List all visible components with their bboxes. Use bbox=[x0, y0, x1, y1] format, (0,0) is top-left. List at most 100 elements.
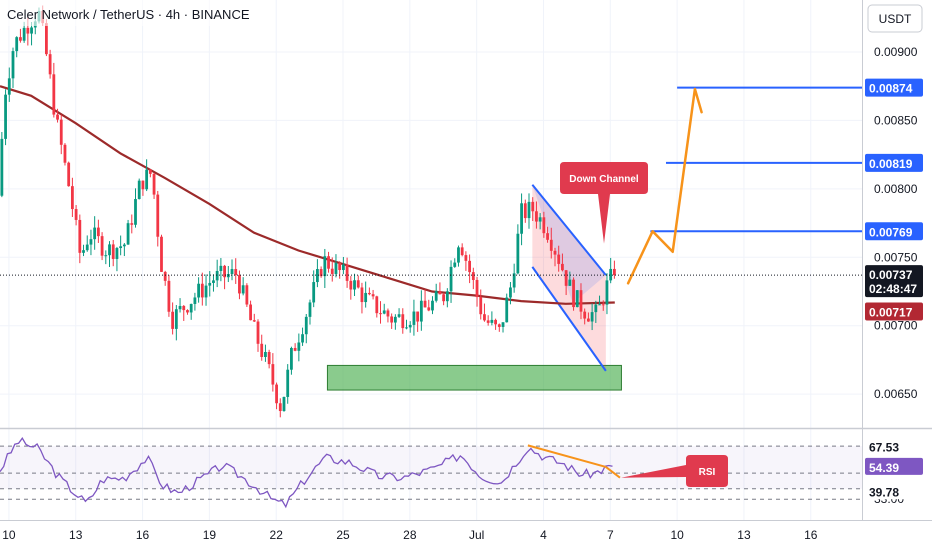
target-badge-bg bbox=[865, 78, 923, 97]
candle-body bbox=[557, 254, 561, 264]
candle-body bbox=[349, 280, 353, 290]
candle-body bbox=[82, 250, 85, 253]
candle-body bbox=[494, 319, 497, 325]
candle-body bbox=[468, 260, 472, 273]
candle-body bbox=[78, 219, 82, 253]
time-tick-label: Jul bbox=[469, 528, 484, 542]
currency-button[interactable]: USDT bbox=[867, 4, 923, 33]
candle-body bbox=[445, 291, 449, 302]
candle-body bbox=[30, 27, 33, 34]
price-tick-label: 0.00700 bbox=[874, 319, 918, 333]
candle-body bbox=[319, 269, 323, 277]
candle-body bbox=[238, 275, 241, 294]
time-tick-label: 25 bbox=[336, 528, 350, 542]
candle-body bbox=[397, 314, 401, 317]
candle-body bbox=[290, 347, 293, 370]
price-tick-label: 0.00750 bbox=[874, 250, 918, 264]
rsi-upper-badge-bg bbox=[865, 437, 923, 455]
candle-body bbox=[134, 199, 137, 225]
time-tick-label: 13 bbox=[737, 528, 751, 542]
candle-body bbox=[260, 343, 264, 357]
candle-body bbox=[85, 244, 89, 251]
time-axis[interactable]: 10 13 16 19 22 25 28 Jul 4 7 10 13 16 bbox=[0, 520, 932, 543]
candle-body bbox=[178, 305, 182, 310]
candle-body bbox=[598, 304, 601, 306]
candle-body bbox=[130, 223, 134, 225]
candle-body bbox=[367, 292, 371, 295]
candle-body bbox=[200, 283, 204, 298]
candle-body bbox=[267, 351, 271, 365]
candle-body bbox=[312, 282, 316, 303]
candle-body bbox=[579, 290, 583, 312]
candle-body bbox=[70, 186, 74, 210]
candle-body bbox=[590, 312, 594, 322]
target-badge-text: 0.00819 bbox=[869, 157, 913, 171]
candle-body bbox=[282, 396, 286, 412]
rsi-lower-badge: 39.78 bbox=[865, 482, 923, 500]
candle-body bbox=[490, 319, 494, 323]
rsi-callout: RSI bbox=[620, 455, 728, 487]
target-badge: 0.00769 bbox=[865, 222, 923, 241]
candle-body bbox=[434, 291, 438, 301]
time-tick-label: 28 bbox=[403, 528, 417, 542]
support-zone bbox=[326, 364, 622, 391]
candle-body bbox=[356, 280, 360, 288]
candle-body bbox=[89, 239, 93, 245]
candle-body bbox=[509, 287, 512, 298]
target-badge-text: 0.00769 bbox=[869, 225, 913, 239]
candle-body bbox=[219, 265, 223, 271]
candle-body bbox=[4, 94, 7, 139]
candle-body bbox=[516, 233, 520, 274]
rsi-divergence-tail bbox=[605, 466, 621, 479]
candle-body bbox=[171, 311, 175, 329]
price-tick-label: 0.00800 bbox=[874, 182, 918, 196]
currency-label: USDT bbox=[879, 12, 912, 26]
candle-body bbox=[111, 244, 115, 259]
candle-body bbox=[226, 274, 230, 278]
candle-body bbox=[293, 347, 297, 351]
ma-badge-text: 0.00717 bbox=[869, 305, 913, 319]
candle-body bbox=[48, 54, 52, 75]
candle-body bbox=[223, 265, 226, 278]
candle-body bbox=[63, 144, 67, 163]
candle-body bbox=[546, 233, 549, 240]
candle-body bbox=[74, 209, 78, 220]
candle-body bbox=[167, 280, 171, 312]
candle-body bbox=[364, 292, 368, 303]
time-tick-labels: 10 13 16 19 22 25 28 Jul 4 7 10 13 16 bbox=[2, 528, 818, 542]
time-tick-label: 10 bbox=[2, 528, 16, 542]
candle-body bbox=[412, 311, 416, 325]
candle-body bbox=[612, 268, 616, 276]
candle-body bbox=[256, 321, 260, 344]
rsi-upper-badge-text: 67.53 bbox=[869, 441, 899, 455]
candle-body bbox=[278, 403, 282, 412]
candle-body bbox=[52, 74, 56, 115]
candle-body bbox=[67, 162, 71, 187]
candle-body bbox=[605, 280, 609, 305]
target-badge: 0.00874 bbox=[865, 78, 923, 97]
price-axis[interactable]: 0.00650 0.00700 0.00750 0.00800 0.00850 0.009… bbox=[862, 0, 918, 520]
candle-body bbox=[7, 78, 11, 95]
candle-body bbox=[93, 227, 97, 240]
candle-body bbox=[245, 285, 249, 305]
channel-upper-line bbox=[531, 184, 607, 276]
candle-body bbox=[416, 311, 420, 322]
candle-body bbox=[252, 320, 256, 322]
down-channel bbox=[531, 184, 607, 372]
candle-body bbox=[341, 264, 345, 271]
candle-body bbox=[486, 320, 490, 323]
rsi-label: RSI bbox=[699, 467, 716, 478]
candle-body bbox=[174, 309, 178, 329]
candle-body bbox=[264, 351, 267, 357]
candle-body bbox=[609, 268, 613, 281]
candle-body bbox=[148, 169, 152, 174]
candle-body bbox=[483, 314, 486, 321]
price-tick-label: 0.00650 bbox=[874, 387, 918, 401]
candle-body bbox=[141, 180, 145, 190]
candle-body bbox=[122, 244, 126, 247]
candle-body bbox=[375, 296, 379, 314]
time-tick-label: 7 bbox=[607, 528, 614, 542]
rsi-divergence-line bbox=[527, 444, 607, 468]
candle-body bbox=[11, 51, 15, 79]
